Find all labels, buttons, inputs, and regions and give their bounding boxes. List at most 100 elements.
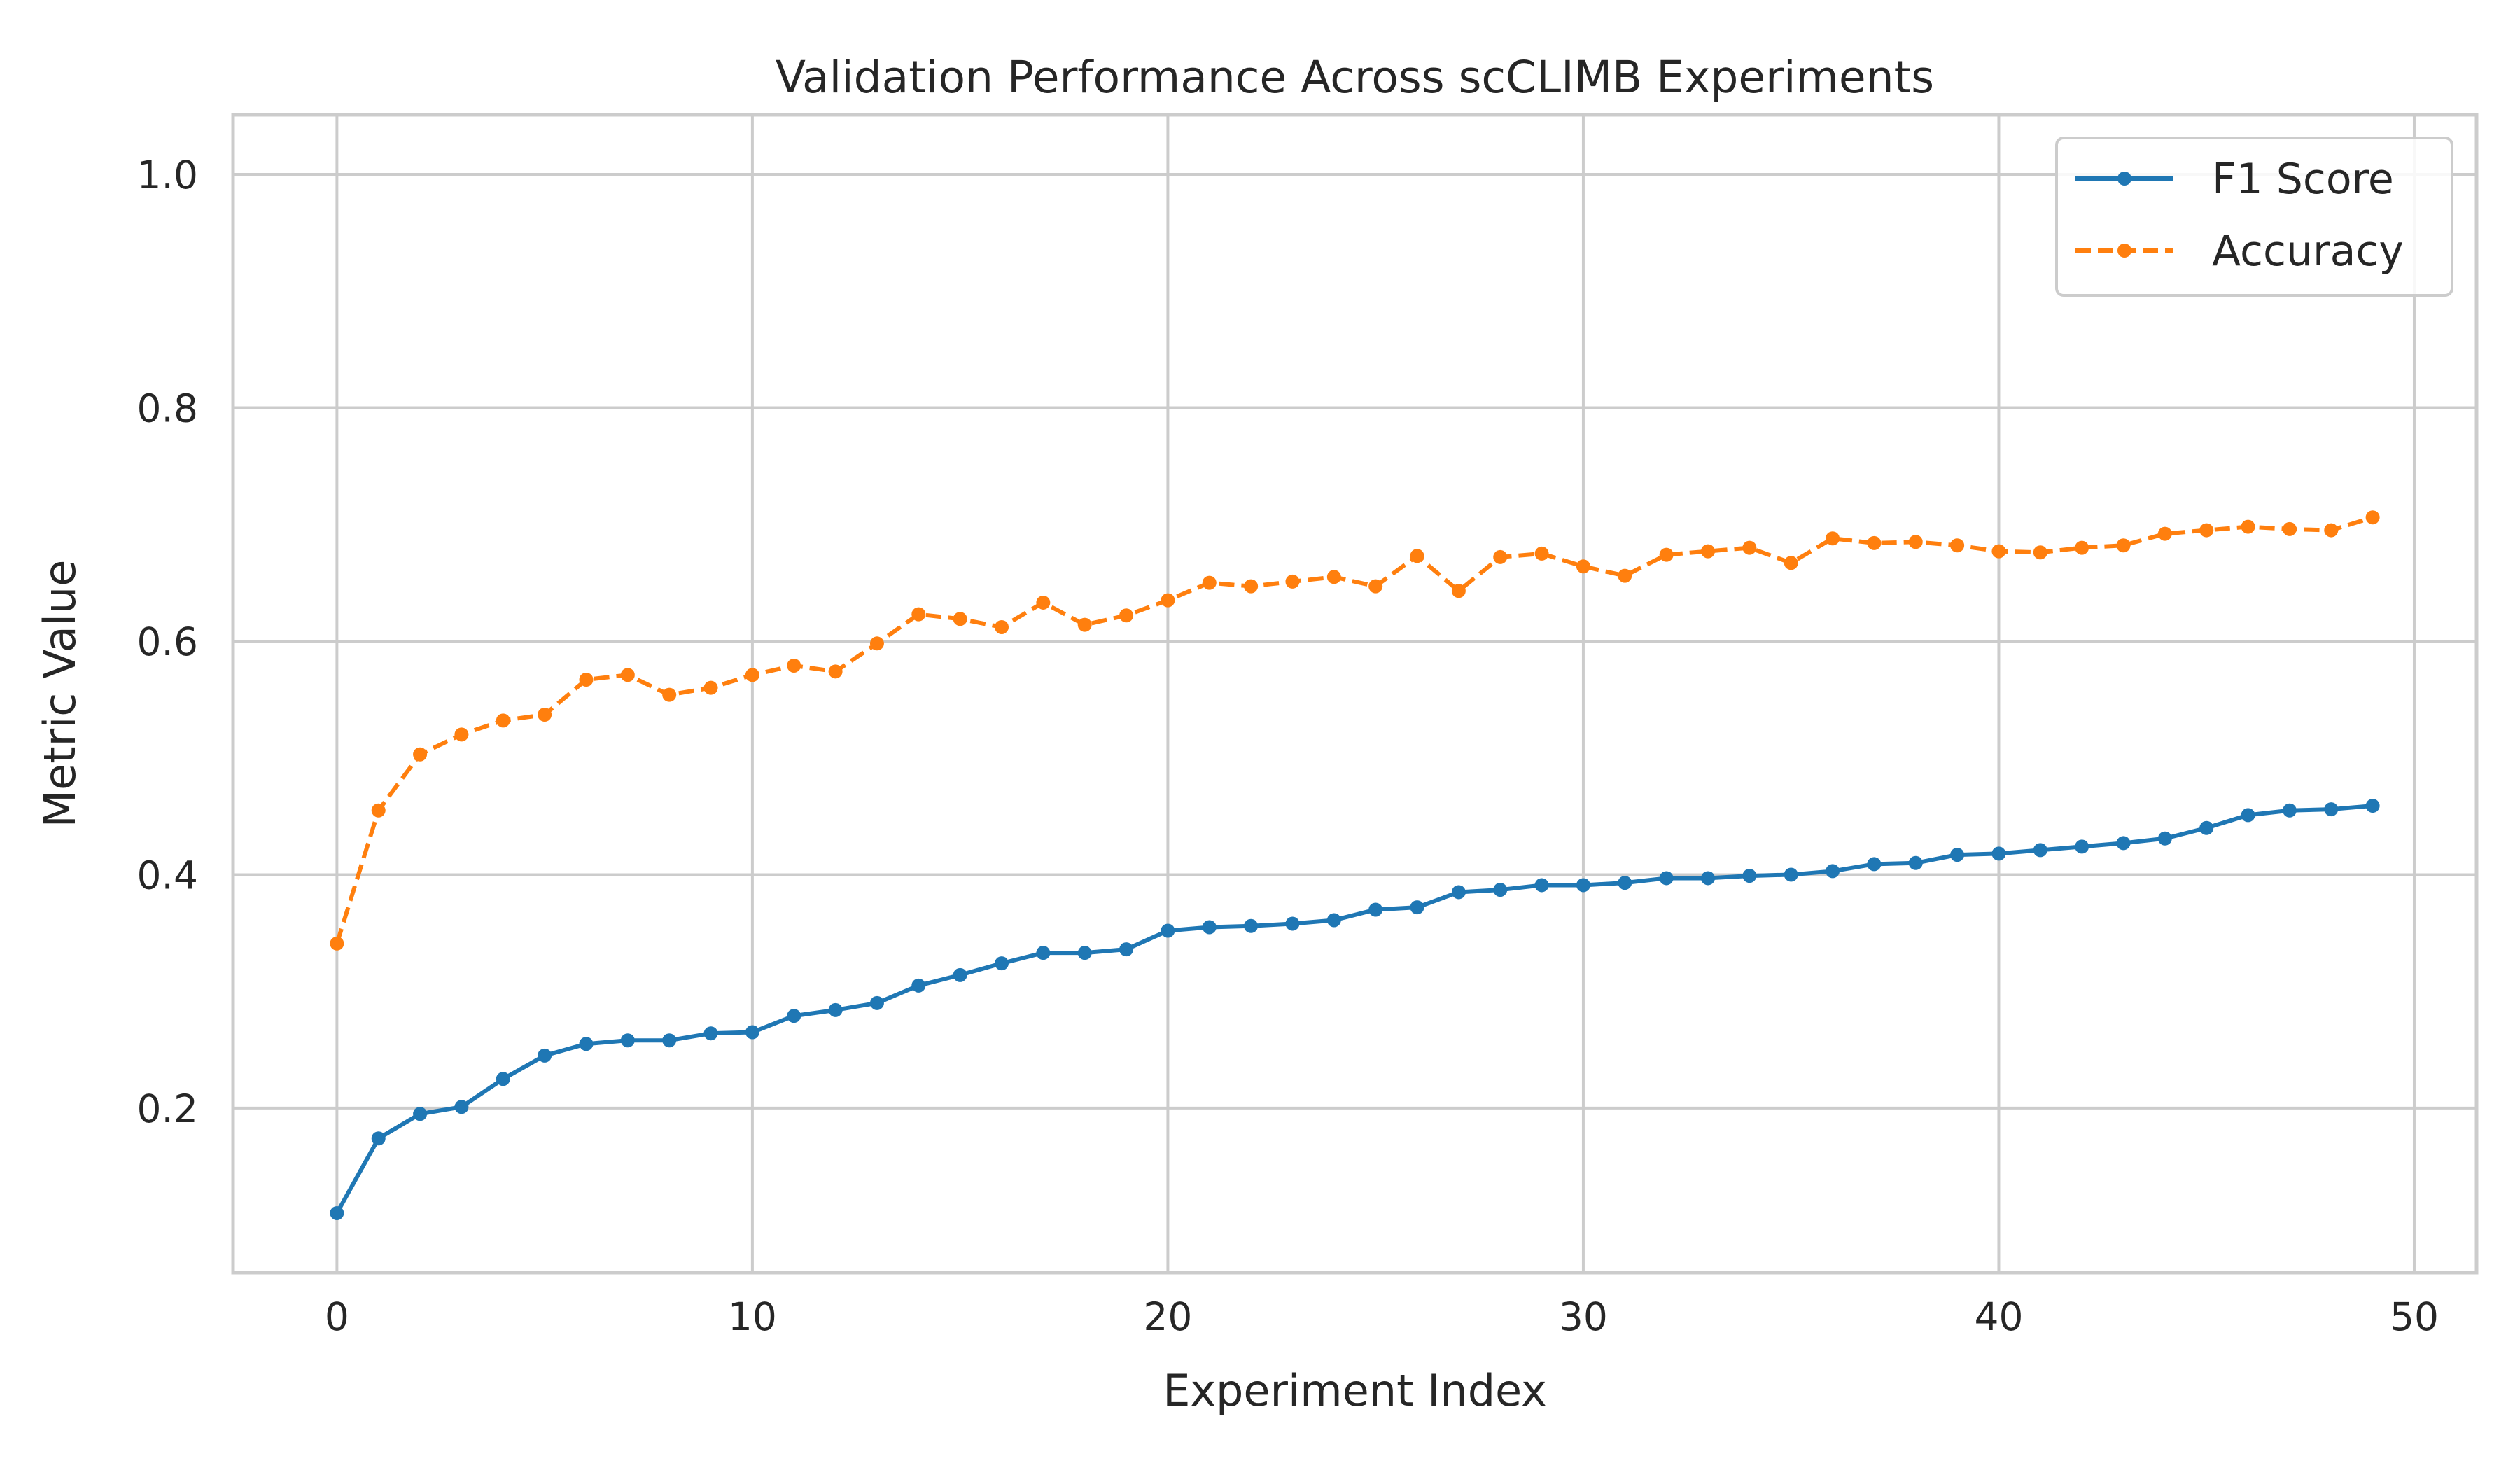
data-point [953, 612, 967, 626]
data-point [1700, 544, 1715, 559]
chart-title: Validation Performance Across scCLIMB Ex… [776, 52, 1934, 103]
data-point [2365, 510, 2380, 525]
data-point [662, 1033, 677, 1048]
series-layer [330, 510, 2380, 1220]
data-point [1493, 550, 1508, 564]
data-point [1991, 544, 2006, 559]
data-point [1659, 871, 1674, 886]
data-point [1036, 595, 1051, 610]
x-tick-label: 10 [728, 1294, 777, 1339]
data-point [1826, 531, 1840, 546]
legend-label: F1 Score [2212, 155, 2394, 204]
data-point [1950, 848, 1965, 862]
data-point [371, 1131, 386, 1146]
data-point [1659, 547, 1674, 562]
data-point [1119, 608, 1134, 623]
x-tick-label: 20 [1143, 1294, 1192, 1339]
data-point [2075, 540, 2090, 555]
data-point [2116, 538, 2131, 553]
data-point [787, 1009, 802, 1023]
data-point [454, 1100, 469, 1114]
data-point [1700, 871, 1715, 886]
data-point [496, 1072, 510, 1086]
data-point [1618, 876, 1632, 890]
data-point [454, 727, 469, 742]
data-point [2157, 526, 2172, 541]
data-point [704, 1026, 718, 1041]
data-point [1119, 942, 1134, 957]
tick-labels: 0 10 20 30 40 50 0.2 0.4 0.6 0.8 1.0 [137, 153, 2439, 1339]
data-point [371, 803, 386, 818]
data-point [1161, 593, 1175, 608]
data-point [745, 1025, 760, 1040]
data-point [1576, 559, 1590, 574]
data-point [1742, 869, 1757, 883]
y-tick-label: 0.8 [137, 386, 198, 431]
y-tick-label: 0.4 [137, 853, 198, 897]
series-line [335, 515, 2374, 944]
data-point [1410, 900, 1424, 915]
data-point [2282, 803, 2297, 818]
data-point [1285, 916, 1300, 931]
data-point [2157, 831, 2172, 846]
data-point [1410, 549, 1424, 564]
data-point [1618, 568, 1632, 583]
data-point [1202, 920, 1217, 934]
data-point [1161, 923, 1175, 938]
y-tick-label: 0.6 [137, 620, 198, 664]
data-point [1368, 902, 1383, 917]
data-point [579, 1037, 594, 1051]
data-point [2116, 836, 2131, 850]
data-point [911, 607, 926, 622]
data-point [1285, 574, 1300, 589]
data-point [1368, 579, 1383, 594]
data-point [538, 708, 552, 722]
x-tick-label: 40 [1974, 1294, 2023, 1339]
data-point [1244, 579, 1259, 594]
data-point [1576, 878, 1590, 892]
legend-swatch-marker [2118, 244, 2132, 258]
series-1 [330, 510, 2380, 951]
data-point [330, 936, 344, 951]
data-point [2324, 802, 2339, 817]
data-point [538, 1048, 552, 1063]
legend-entry-1: Accuracy [2076, 227, 2404, 276]
legend-swatch-marker [2118, 172, 2132, 186]
data-point [1451, 885, 1466, 899]
data-point [911, 978, 926, 993]
data-point [1826, 864, 1840, 878]
x-axis-label: Experiment Index [1163, 1365, 1547, 1416]
data-point [2075, 839, 2090, 854]
data-point [1326, 570, 1341, 584]
data-point [662, 687, 677, 702]
x-tick-label: 0 [325, 1294, 349, 1339]
data-point [1326, 913, 1341, 927]
data-point [413, 1107, 428, 1121]
data-point [2324, 523, 2339, 538]
data-point [413, 747, 428, 762]
data-point [2033, 545, 2047, 560]
legend-entries: F1 Score Accuracy [2076, 155, 2404, 276]
data-point [1742, 540, 1757, 555]
data-point [1867, 857, 1882, 872]
y-axis-label: Metric Value [34, 560, 85, 828]
data-point [1534, 546, 1549, 561]
data-point [496, 713, 510, 728]
series-0 [330, 799, 2380, 1220]
data-point [1244, 918, 1259, 933]
data-point [2241, 808, 2255, 822]
x-tick-label: 30 [1559, 1294, 1608, 1339]
data-point [579, 672, 594, 687]
data-point [2365, 799, 2380, 813]
data-point [704, 680, 718, 695]
data-point [2199, 523, 2214, 538]
data-point [620, 1033, 635, 1048]
data-point [620, 668, 635, 682]
data-point [787, 658, 802, 673]
data-point [1950, 538, 1965, 553]
data-point [1202, 575, 1217, 590]
data-point [330, 1205, 344, 1220]
data-point [828, 1002, 843, 1017]
data-point [828, 664, 843, 679]
